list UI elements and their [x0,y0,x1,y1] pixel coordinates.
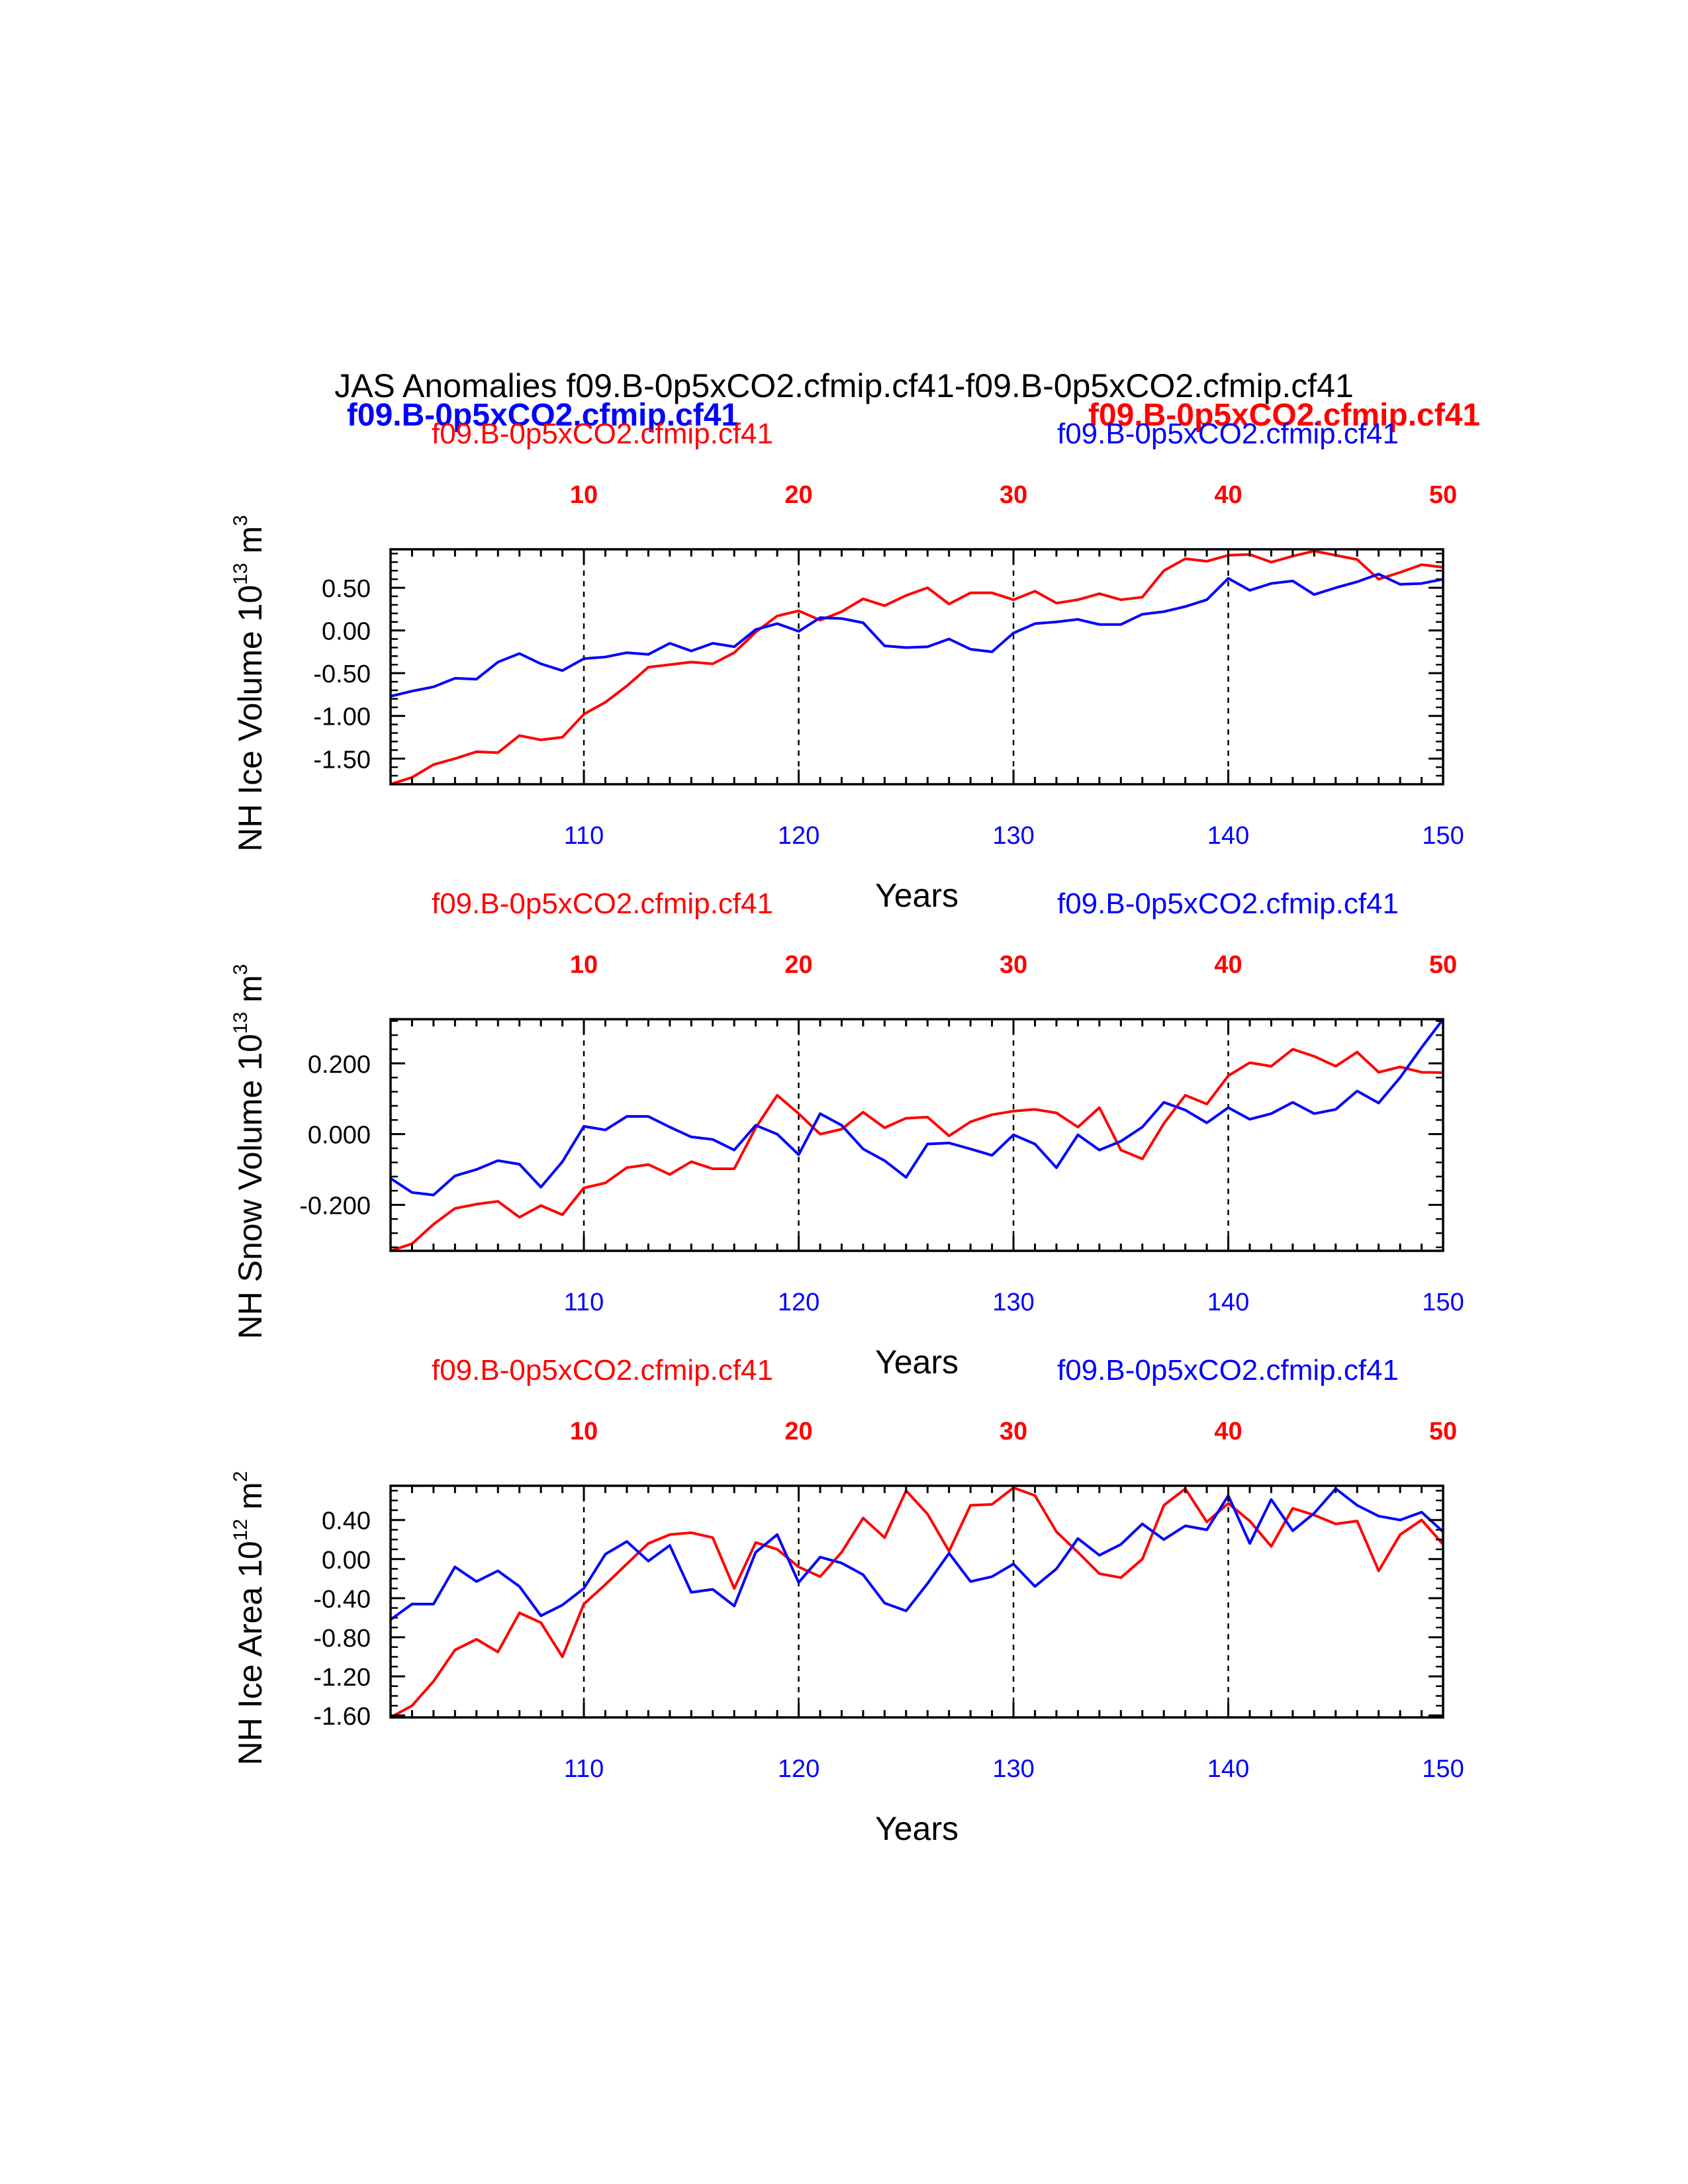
x-tick-label: 150 [1422,1755,1464,1783]
y-axis-label: NH Ice Area 1012 m2 [230,1471,269,1766]
y-axis-label-text: NH Ice Area 10 [232,1541,269,1765]
panel-top-right-label: f09.B-0p5xCO2.cfmip.cf41 [1057,887,1399,920]
y-tick-label: -1.60 [313,1703,371,1731]
y-axis-label-unit-exponent: 3 [230,964,252,976]
x-tick-label: 110 [564,1289,604,1316]
x-top-tick-label: 10 [570,951,598,979]
x-tick-label: 140 [1207,822,1249,850]
legend-right-label: f09.B-0p5xCO2.cfmip.cf41 [1088,398,1480,433]
y-tick-label: 0.40 [322,1508,371,1535]
series-line-0 [391,1486,1443,1717]
x-tick-label: 130 [992,822,1034,850]
panel-snow-volume: f09.B-0p5xCO2.cfmip.cf41 f09.B-0p5xCO2.cf… [230,887,1464,1381]
panel-top-left-label: f09.B-0p5xCO2.cfmip.cf41 [432,1354,773,1387]
panel-top-left-label: f09.B-0p5xCO2.cfmip.cf41 [432,418,773,450]
y-tick-label: -0.50 [313,660,371,688]
x-tick-label: 140 [1207,1289,1249,1316]
y-tick-label: -1.00 [313,704,371,731]
x-tick-label: 120 [778,1755,820,1783]
x-top-tick-label: 20 [784,951,812,979]
panel-ice-area: f09.B-0p5xCO2.cfmip.cf41 f09.B-0p5xCO2.cf… [230,1354,1464,1847]
y-axis-label-unit-exponent: 3 [230,515,252,526]
plot-frame [389,1484,1444,1719]
y-axis-label-exponent: 13 [230,563,252,584]
x-top-tick-label: 50 [1429,1418,1457,1445]
x-tick-label: 150 [1422,1289,1464,1316]
x-top-tick-label: 10 [570,1418,598,1445]
y-tick-label: 0.200 [308,1051,371,1079]
x-axis-label: Years [875,877,959,914]
x-top-tick-label: 30 [1000,951,1027,979]
x-tick-label: 140 [1207,1755,1249,1783]
x-top-tick-label: 40 [1214,1418,1242,1445]
figure-title: JAS Anomalies f09.B-0p5xCO2.cfmip.cf41-f… [334,367,1354,404]
y-axis-label-exponent: 13 [230,1012,252,1034]
x-top-tick-label: 30 [1000,1418,1027,1445]
y-axis-label-exponent: 12 [230,1519,252,1541]
plot-frame [389,548,1444,786]
y-tick-label: -1.20 [313,1664,371,1692]
series-line-1 [391,1019,1443,1197]
series-line-1 [391,1487,1443,1621]
x-tick-label: 150 [1422,822,1464,850]
y-axis-label: NH Ice Volume 1013 m3 [230,515,269,852]
series-line-1 [391,572,1443,698]
panel-top-right-label: f09.B-0p5xCO2.cfmip.cf41 [1057,418,1399,450]
x-tick-label: 130 [992,1289,1034,1316]
x-top-tick-label: 20 [784,481,812,509]
x-tick-label: 130 [992,1755,1034,1783]
x-axis-label: Years [875,1810,959,1847]
x-top-tick-label: 10 [570,481,598,509]
x-top-tick-label: 50 [1429,951,1457,979]
y-axis-label-unit-exponent: 2 [230,1471,252,1482]
panel-ice-volume: f09.B-0p5xCO2.cfmip.cf41 f09.B-0p5xCO2.cf… [230,418,1464,914]
y-tick-label: -0.40 [313,1586,371,1614]
y-tick-label: 0.000 [308,1122,371,1150]
legend-left-label: f09.B-0p5xCO2.cfmip.cf41 [347,398,739,433]
y-axis-label-unit: m [232,1482,269,1519]
panel-top-left-label: f09.B-0p5xCO2.cfmip.cf41 [432,887,773,920]
series-line-0 [391,549,1443,784]
y-axis-label-unit: m [232,526,269,563]
y-tick-label: 0.00 [322,1547,371,1574]
x-top-tick-label: 50 [1429,481,1457,509]
y-axis-label: NH Snow Volume 1013 m3 [230,964,269,1340]
y-axis-label-unit: m [232,975,269,1012]
y-tick-label: 0.50 [322,575,371,603]
x-tick-label: 120 [778,1289,820,1316]
x-top-tick-label: 40 [1214,951,1242,979]
y-axis-label-text: NH Snow Volume 10 [232,1034,269,1339]
x-tick-label: 110 [564,822,604,850]
x-axis-label: Years [875,1343,959,1381]
y-tick-label: -0.200 [299,1193,371,1220]
panel-top-right-label: f09.B-0p5xCO2.cfmip.cf41 [1057,1354,1399,1387]
y-axis-label-text: NH Ice Volume 10 [232,585,269,852]
y-tick-label: 0.00 [322,618,371,646]
x-tick-label: 120 [778,822,820,850]
y-tick-label: -1.50 [313,746,371,774]
x-top-tick-label: 40 [1214,481,1242,509]
x-top-tick-label: 30 [1000,481,1027,509]
x-tick-label: 110 [564,1755,604,1783]
y-tick-label: -0.80 [313,1625,371,1653]
x-top-tick-label: 20 [784,1418,812,1445]
series-line-0 [391,1048,1443,1251]
